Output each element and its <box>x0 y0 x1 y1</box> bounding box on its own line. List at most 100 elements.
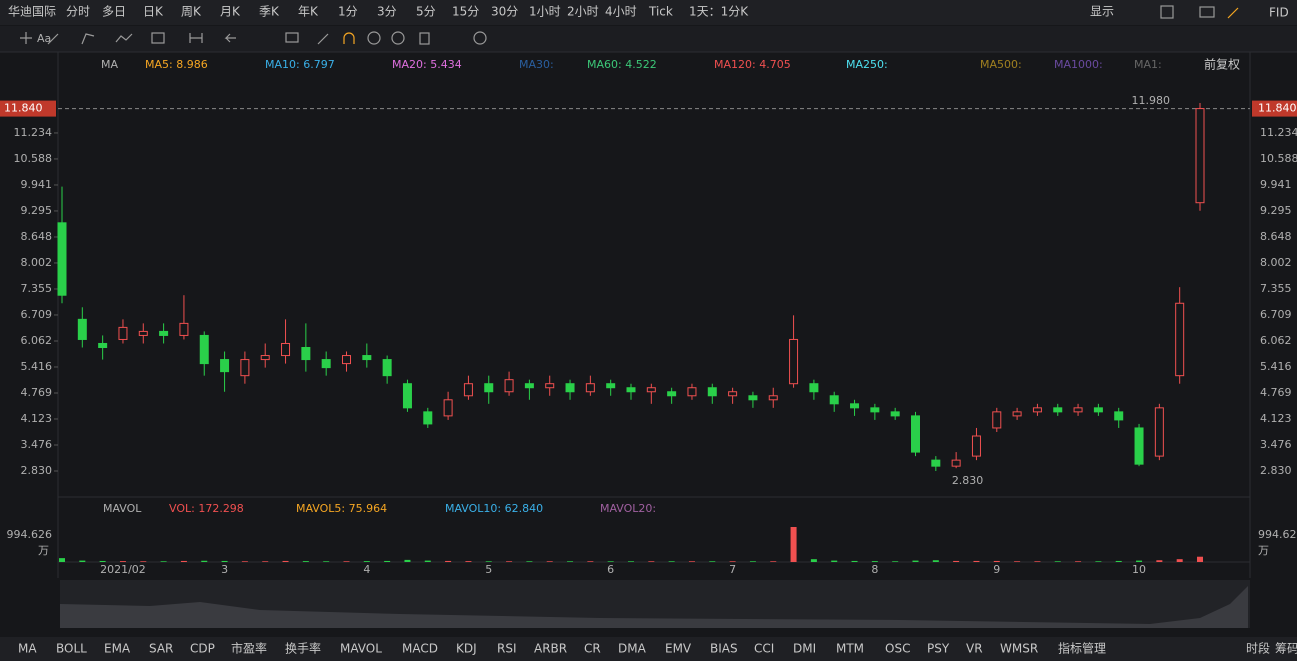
indicator-tab[interactable]: VR <box>966 642 983 656</box>
x-tick-label: 4 <box>363 563 370 576</box>
candle-body <box>646 387 656 393</box>
candle-body <box>626 387 636 393</box>
indicator-tab[interactable]: BOLL <box>56 642 87 656</box>
period-tab[interactable]: Tick <box>648 5 673 19</box>
volume-bar <box>892 561 899 562</box>
y-tick-label: 2.830 <box>21 464 53 477</box>
y-tick-label-right: 7.355 <box>1260 282 1292 295</box>
lock-tool[interactable] <box>367 31 381 45</box>
note-tool[interactable] <box>285 32 299 43</box>
ruler-tool[interactable] <box>317 33 329 45</box>
indicator-tab[interactable]: 筹码 <box>1275 642 1297 656</box>
indicator-toolbar <box>0 637 1297 661</box>
period-tab[interactable]: 2小时 <box>567 5 599 19</box>
indicator-tab[interactable]: 指标管理 <box>1058 641 1106 656</box>
period-tab[interactable]: 年K <box>298 5 319 19</box>
range-tool[interactable] <box>189 33 203 43</box>
measure-tool[interactable] <box>151 32 165 44</box>
volume-bar <box>729 561 736 562</box>
candle-body <box>220 359 230 373</box>
indicator-tab[interactable]: MACD <box>402 642 438 656</box>
crosshair-tool[interactable] <box>20 32 32 44</box>
magnet-tool[interactable] <box>343 32 355 44</box>
candle-body <box>931 459 941 467</box>
vol-legend-item: MAVOL20: <box>600 502 656 515</box>
period-tab[interactable]: 4小时 <box>605 5 637 19</box>
display-menu[interactable]: 显示 <box>1090 5 1114 19</box>
delete-tool[interactable] <box>419 32 430 45</box>
volume-bar <box>973 560 980 562</box>
period-tab[interactable]: 周K <box>181 5 202 19</box>
settings-tool[interactable] <box>473 31 487 45</box>
ma-title: MA <box>101 58 118 71</box>
indicator-tab[interactable]: RSI <box>497 642 517 656</box>
volume-bar <box>1176 559 1183 562</box>
indicator-tab[interactable]: SAR <box>149 642 173 656</box>
adjust-select[interactable]: 前复权 <box>1204 57 1240 72</box>
period-tab[interactable]: 1分 <box>338 5 358 19</box>
volume-bar <box>465 561 472 562</box>
period-tab[interactable]: 5分 <box>416 5 436 19</box>
indicator-tab[interactable]: MAVOL <box>340 642 382 656</box>
indicator-tab[interactable]: MA <box>18 642 37 656</box>
menu-fragment: FID <box>1269 6 1289 20</box>
y-tick-label: 9.941 <box>21 178 53 191</box>
period-tab[interactable]: 月K <box>220 5 241 19</box>
arrow-tool[interactable] <box>224 33 236 43</box>
candle-body <box>423 411 433 425</box>
period-tab[interactable]: 15分 <box>452 5 479 19</box>
indicator-tab[interactable]: OSC <box>885 642 910 656</box>
indicator-tab[interactable]: DMI <box>793 642 816 656</box>
volume-bar <box>241 561 248 562</box>
y-tick-label-right: 9.295 <box>1260 204 1292 217</box>
indicator-tab[interactable]: ARBR <box>534 642 567 656</box>
y-tick-label: 7.355 <box>21 282 53 295</box>
period-tab[interactable]: 季K <box>259 5 280 19</box>
ma-legend-item: MA120: 4.705 <box>714 58 791 71</box>
indicator-tab[interactable]: CDP <box>190 642 215 656</box>
indicator-tab[interactable]: KDJ <box>456 642 477 656</box>
checkbox[interactable] <box>1160 5 1174 19</box>
candle-body <box>809 383 819 393</box>
period-tab[interactable]: 分时 <box>66 5 90 19</box>
interval-select[interactable]: 1天：1分K <box>689 5 749 19</box>
y-tick-label-right: 3.476 <box>1260 438 1292 451</box>
y-tick-label: 3.476 <box>21 438 53 451</box>
hide-tool[interactable] <box>391 31 405 45</box>
period-tab[interactable]: 多日 <box>102 5 126 19</box>
wave-tool[interactable] <box>115 33 133 43</box>
candle-body <box>768 395 778 401</box>
candle-body <box>179 322 189 336</box>
candle-body <box>138 330 148 336</box>
indicator-tab[interactable]: EMV <box>665 642 692 656</box>
indicator-tab[interactable]: MTM <box>836 642 864 656</box>
candle-body <box>1195 108 1205 204</box>
period-tab[interactable]: 30分 <box>491 5 518 19</box>
period-tab[interactable]: 日K <box>143 5 164 19</box>
indicator-tab[interactable]: PSY <box>927 642 950 656</box>
period-tab[interactable]: 3分 <box>377 5 397 19</box>
volume-bar <box>79 560 86 562</box>
line-tool[interactable] <box>47 33 59 45</box>
draw-button[interactable] <box>1227 7 1239 19</box>
indicator-tab[interactable]: DMA <box>618 642 647 656</box>
volume-bar <box>628 561 634 562</box>
y-tick-label-right: 6.709 <box>1260 308 1292 321</box>
indicator-tab[interactable]: 换手率 <box>285 641 321 656</box>
indicator-tab[interactable]: 市盈率 <box>231 641 267 656</box>
y-tick-label: 8.648 <box>21 230 53 243</box>
screenshot-button[interactable] <box>1199 6 1215 18</box>
x-tick-label: 3 <box>221 563 228 576</box>
font-tool[interactable]: Aa <box>37 32 51 45</box>
indicator-tab[interactable]: CR <box>584 642 601 656</box>
indicator-tab[interactable]: CCI <box>754 642 774 656</box>
indicator-tab[interactable]: 时段 <box>1246 641 1270 656</box>
period-tab[interactable]: 1小时 <box>529 5 561 19</box>
indicator-tab[interactable]: BIAS <box>710 642 738 656</box>
symbol[interactable]: 华迪国际 <box>8 5 56 19</box>
path-tool[interactable] <box>81 33 95 45</box>
candle-body <box>992 411 1002 429</box>
price-tag-label: 11.840 <box>4 102 43 115</box>
indicator-tab[interactable]: WMSR <box>1000 642 1038 656</box>
indicator-tab[interactable]: EMA <box>104 642 131 656</box>
